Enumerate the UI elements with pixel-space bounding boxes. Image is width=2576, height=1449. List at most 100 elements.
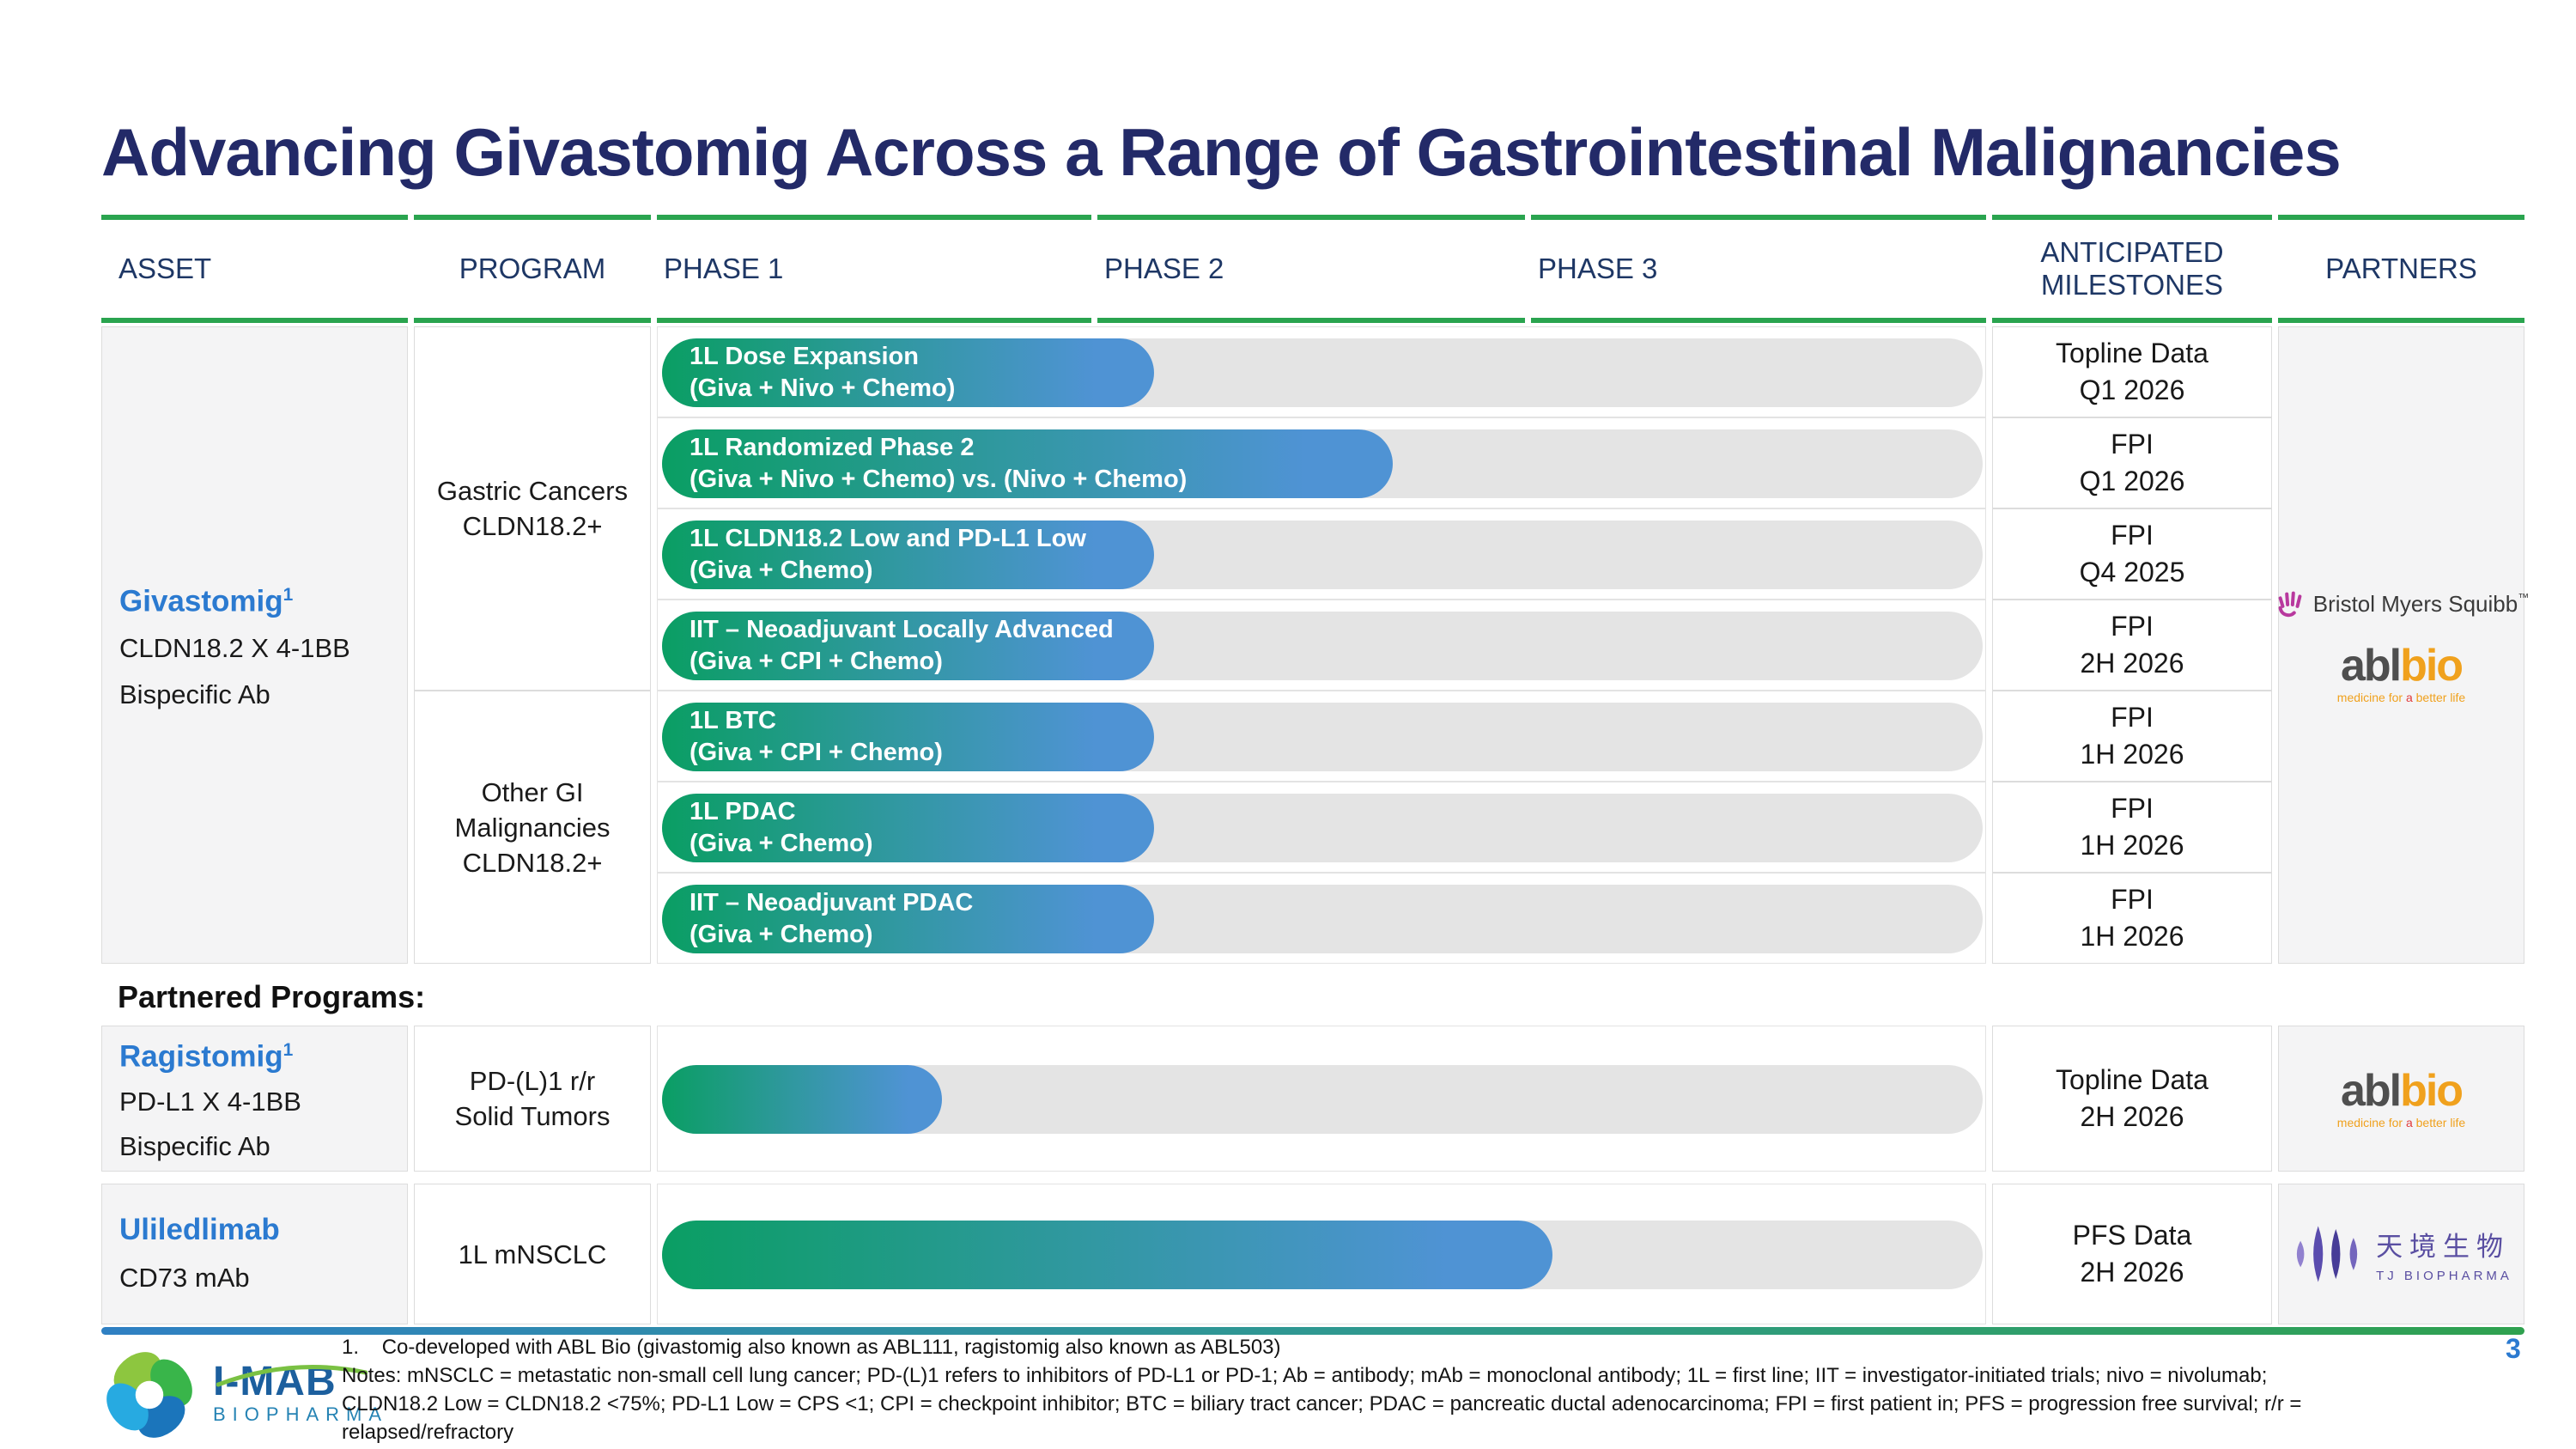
phase-timeline-row: IIT – Neoadjuvant PDAC (Giva + Chemo) [657, 873, 1986, 964]
milestone-label: Topline Data [2056, 1064, 2208, 1095]
milestone-cell: PFS Data 2H 2026 [1992, 1184, 2272, 1324]
column-header-partners-label: PARTNERS [2325, 253, 2477, 284]
ablbio-logo: ablbio medicine for a better life [2337, 1068, 2465, 1129]
partner-cell-ragistomig: ablbio medicine for a better life [2278, 1026, 2524, 1172]
partnered-programs-heading: Partnered Programs: [118, 979, 426, 1014]
phase-timeline-row [657, 1026, 1986, 1172]
trial-bar-title: IIT – Neoadjuvant Locally Advanced [690, 616, 1114, 643]
milestone-label: FPI [2111, 884, 2154, 915]
column-header-phase3: PHASE 3 [1531, 215, 1986, 323]
column-header-phase1-label: PHASE 1 [664, 253, 784, 284]
milestone-cell: FPI 1H 2026 [1992, 873, 2272, 964]
ablbio-logo: ablbio medicine for a better life [2337, 643, 2465, 703]
trial-bar-combo: (Giva + Chemo) [690, 921, 873, 948]
ablbio-logo-bio: bio [2400, 641, 2464, 691]
tj-biopharma-logo: 天境生物 TJ BIOPHARMA [2290, 1223, 2512, 1285]
asset-name-superscript: 1 [283, 1040, 294, 1061]
asset-modality-givastomig: Bispecific Ab [119, 679, 270, 709]
milestone-cell: FPI Q1 2026 [1992, 417, 2272, 508]
phase-timeline-row: 1L BTC (Giva + CPI + Chemo) [657, 691, 1986, 782]
milestone-label: FPI [2111, 429, 2154, 460]
imab-subtitle: BIOPHARMA [213, 1403, 389, 1425]
milestone-timing: Q4 2025 [2079, 557, 2185, 588]
footnote-line1: 1. Co-developed with ABL Bio (givastomig… [342, 1336, 1281, 1359]
phase-timeline-row: 1L PDAC (Giva + Chemo) [657, 782, 1986, 873]
program-ragistomig-line1: PD-(L)1 r/r [469, 1066, 596, 1096]
trial-bar-iit-locally-advanced: IIT – Neoadjuvant Locally Advanced (Giva… [662, 612, 1155, 680]
milestone-cell: FPI 1H 2026 [1992, 782, 2272, 873]
page-title: Advancing Givastomig Across a Range of G… [101, 114, 2342, 190]
ablbio-tagline: medicine for a better life [2337, 691, 2465, 703]
ablbio-logo-bio: bio [2400, 1066, 2464, 1116]
trial-bar-combo: (Giva + Nivo + Chemo) [690, 374, 956, 402]
program-uliledlimab-line1: 1L mNSCLC [458, 1239, 607, 1269]
column-header-program-label: PROGRAM [459, 253, 606, 284]
tj-english-name: TJ BIOPHARMA [2376, 1269, 2512, 1283]
milestone-cell: FPI 1H 2026 [1992, 691, 2272, 782]
program-gastric-line2: CLDN18.2+ [462, 511, 603, 541]
milestones-header-line1: ANTICIPATED [2040, 236, 2224, 268]
milestone-timing: 1H 2026 [2080, 921, 2184, 952]
bms-name: Bristol Myers Squibb [2312, 590, 2518, 617]
program-gastric-line1: Gastric Cancers [436, 476, 629, 506]
asset-name-text: Ragistomig [119, 1039, 283, 1074]
trial-bar-1l-randomized-phase2: 1L Randomized Phase 2 (Giva + Nivo + Che… [662, 429, 1394, 498]
milestone-timing: 2H 2026 [2080, 648, 2184, 679]
program-other-gi-line2: Malignancies [454, 812, 611, 843]
trial-bar-combo: (Giva + Chemo) [690, 830, 873, 857]
trial-bar-title: 1L Randomized Phase 2 [690, 434, 975, 461]
footnotes: 1. Co-developed with ABL Bio (givastomig… [342, 1333, 2360, 1446]
partners-cell-givastomig: Bristol Myers Squibb™ ablbio medicine fo… [2278, 326, 2529, 964]
milestone-timing: 1H 2026 [2080, 830, 2184, 861]
asset-name-ragistomig: Ragistomig1 [119, 1028, 407, 1080]
trial-bar-title: 1L BTC [690, 707, 776, 734]
trial-bar-title: IIT – Neoadjuvant PDAC [690, 889, 974, 916]
imab-logo-icon [100, 1345, 199, 1445]
column-header-asset: ASSET [101, 215, 408, 323]
milestone-timing: Q1 2026 [2079, 466, 2185, 496]
trial-bar-combo: (Giva + CPI + Chemo) [690, 739, 943, 766]
trial-bar-1l-btc: 1L BTC (Giva + CPI + Chemo) [662, 703, 1155, 771]
imab-logo-text: I-MAB BIOPHARMA [213, 1361, 389, 1426]
column-header-partners: PARTNERS [2278, 215, 2524, 323]
tj-biopharma-text: 天境生物 TJ BIOPHARMA [2376, 1225, 2512, 1283]
ablbio-tagline-2: a [2405, 1116, 2416, 1129]
bms-trademark: ™ [2518, 590, 2530, 604]
program-cell-uliledlimab: 1L mNSCLC [414, 1184, 651, 1324]
asset-target-ragistomig: PD-L1 X 4-1BB [119, 1086, 301, 1117]
ablbio-tagline-2: a [2405, 691, 2416, 704]
footnote-line2: Notes: mNSCLC = metastatic non-small cel… [342, 1364, 2268, 1387]
phase-timeline-row: 1L Randomized Phase 2 (Giva + Nivo + Che… [657, 417, 1986, 508]
program-ragistomig-line2: Solid Tumors [454, 1101, 611, 1131]
milestone-label: Topline Data [2056, 338, 2208, 368]
column-header-phase2-label: PHASE 2 [1104, 253, 1224, 284]
bms-logo-text: Bristol Myers Squibb™ [2313, 591, 2529, 618]
column-header-asset-label: ASSET [118, 253, 212, 284]
column-header-phase1: PHASE 1 [657, 215, 1091, 323]
milestone-timing: Q1 2026 [2079, 374, 2185, 405]
trial-bar-title: 1L CLDN18.2 Low and PD-L1 Low [690, 525, 1086, 552]
trial-bar-title: 1L Dose Expansion [690, 343, 919, 370]
trial-bar-uliledlimab [662, 1221, 1552, 1289]
asset-name-uliledlimab: Uliledlimab [119, 1213, 280, 1246]
trial-bar-combo: (Giva + Nivo + Chemo) vs. (Nivo + Chemo) [690, 466, 1188, 493]
asset-name-text: Givastomig [119, 584, 283, 618]
milestones-header-line2: MILESTONES [2040, 269, 2224, 301]
ablbio-tagline-1: medicine for [2336, 691, 2406, 704]
trial-bar-combo: (Giva + CPI + Chemo) [690, 648, 943, 675]
milestone-label: FPI [2111, 611, 2154, 642]
milestone-timing: 2H 2026 [2080, 1101, 2184, 1132]
milestone-cell: FPI 2H 2026 [1992, 600, 2272, 691]
column-header-milestones: ANTICIPATED MILESTONES [1992, 215, 2272, 323]
trial-bar-1l-dose-expansion: 1L Dose Expansion (Giva + Nivo + Chemo) [662, 338, 1155, 407]
ablbio-tagline-3: better life [2415, 691, 2466, 704]
milestone-label: PFS Data [2072, 1220, 2192, 1251]
footer-divider [101, 1327, 2524, 1335]
trial-bar-1l-cldn-low: 1L CLDN18.2 Low and PD-L1 Low (Giva + Ch… [662, 521, 1155, 589]
ablbio-logo-abl: abl [2340, 641, 2402, 691]
ablbio-tagline: medicine for a better life [2337, 1117, 2465, 1129]
imab-swoosh-icon [216, 1365, 368, 1387]
ablbio-tagline-3: better life [2415, 1116, 2466, 1129]
bms-hand-icon [2278, 591, 2302, 618]
phase-timeline-row: IIT – Neoadjuvant Locally Advanced (Giva… [657, 600, 1986, 691]
